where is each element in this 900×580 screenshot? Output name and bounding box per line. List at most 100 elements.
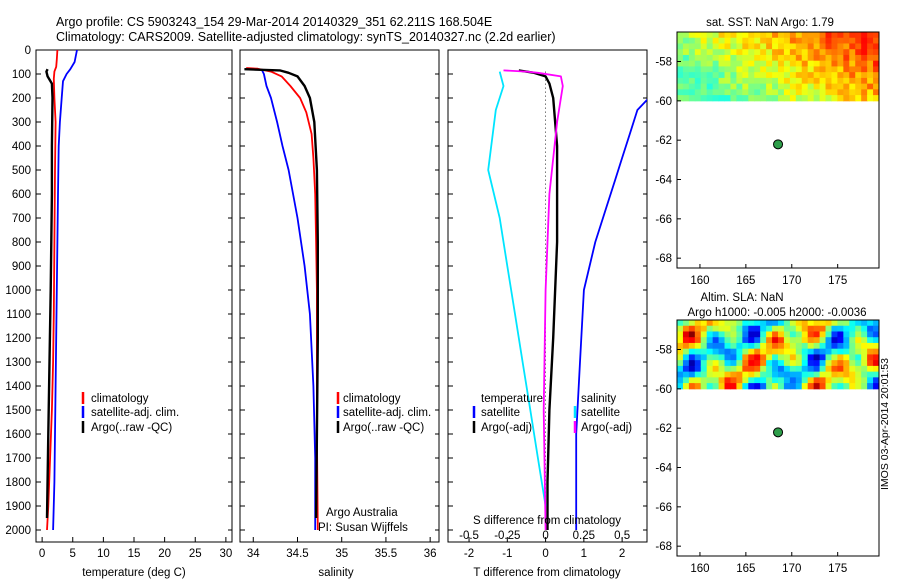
sla_map-cell [819,377,827,384]
sst_map-cell [825,49,832,56]
sst_map-cell [694,60,702,67]
sst_map-cell [706,32,714,39]
sst_map-cell [718,49,726,56]
sst_map-cell [748,83,755,90]
sla_map-cell [712,331,720,338]
sla_map-cell [801,371,809,378]
sla_map-cell [825,360,832,367]
sst_map-cell [778,83,785,90]
sla_map-cell [789,348,797,355]
sla_map-cell [801,360,809,367]
sst_map-cell [677,95,684,102]
sla_map-cell [694,377,702,384]
sst_map-cell [778,54,785,62]
sst_map-cell [700,32,708,39]
sst_map-cell [748,66,755,73]
depth-tick-label: 1200 [5,333,31,345]
sla_map-cell [688,331,696,338]
sst_map-cell [778,32,785,39]
sst_map-cell [706,60,714,67]
sst_map-cell [748,32,755,39]
sst_map-cell [718,66,726,73]
sla_map-cell [730,337,737,344]
sla_map-cell [855,365,862,373]
sst_map-cell [748,37,755,44]
sla_map-cell [736,383,743,390]
sla_map-cell [849,354,856,361]
sst_map-cell [754,95,761,102]
sst_map-cell [706,72,714,79]
salinity-legend-climatology: climatology [343,393,401,405]
sla_map-cell [682,325,690,332]
sla_map-cell [837,342,844,350]
sst_map-cell [849,77,856,85]
sst_map-cell [706,77,714,85]
sst_map-cell [772,66,779,73]
sst_map-cell [783,54,791,62]
difference-top-tick-label: -0.5 [459,530,479,542]
sst_map-cell [688,60,696,67]
sst_map-cell [801,49,809,56]
sla_map-cell [819,331,827,338]
sst_map-cell [849,72,856,79]
sst_map-cell [813,83,821,90]
sla_map-cell [754,365,761,373]
sla_map-cell [849,377,856,384]
sla_map-cell [783,371,791,378]
depth-tick-label: 1700 [5,453,31,465]
sla_map-cell [801,320,809,327]
sla_map-cell [807,337,815,344]
sla_map-cell [873,365,880,373]
sst_map-cell [801,43,809,50]
sla_map-cell [718,365,726,373]
sst_map-cell [795,49,803,56]
sla_map-cell [712,342,720,350]
sla_map-cell [783,331,791,338]
sst_map-cell [772,95,779,102]
sla_map-cell [807,320,815,327]
sla_map-cell [795,365,803,373]
sla_map-cell [843,371,850,378]
temperature-series-argo-raw-qc- [45,68,54,519]
sla_map-cell [724,365,731,373]
sla_map-cell [706,354,714,361]
salinity-panel: 34 34.5 35 35.5 36 salinity climatology sate… [239,49,440,579]
sla_map-cell [861,337,868,344]
sla_map-cell [778,348,785,355]
sla_map-cell [742,348,749,355]
sla_map-cell [760,342,767,350]
sla_map-cell [736,360,743,367]
sst_map-cell [724,95,731,102]
sst_map-cell [772,89,779,96]
sst_map-cell [849,49,856,56]
sst_map-cell [724,32,731,39]
sla_map-cell [712,320,720,327]
sst_map-cell [795,83,803,90]
sst_map-cell [801,37,809,44]
sla_map-cell [712,383,720,390]
sst_map-cell [807,95,815,102]
sst_map-cell [831,43,838,50]
sst_map-cell [831,49,838,56]
sst_map-cell [688,49,696,56]
sst_map-cell [730,49,737,56]
sla_map-cell [873,348,880,355]
sla_map-y-tick-label: -58 [655,345,672,357]
sla_map-cell [831,337,838,344]
sst_map-cell [789,66,797,73]
sst_map-cell [783,83,791,90]
sst_map-cell [855,72,862,79]
sla_map-cell [813,371,821,378]
sla_map-cell [873,331,880,338]
sla_map-cell [712,348,720,355]
sla_map-cell [718,383,726,390]
sla_map-cell [807,325,815,332]
sla_map-cell [730,360,737,367]
sst_map-cell [861,83,868,90]
sst_map-cell [855,95,862,102]
sst_map-cell [855,60,862,67]
sst_map-cell [789,83,797,90]
sla_map-cell [807,360,815,367]
sla_map-cell [867,383,874,390]
sla_map-cell [831,342,838,350]
